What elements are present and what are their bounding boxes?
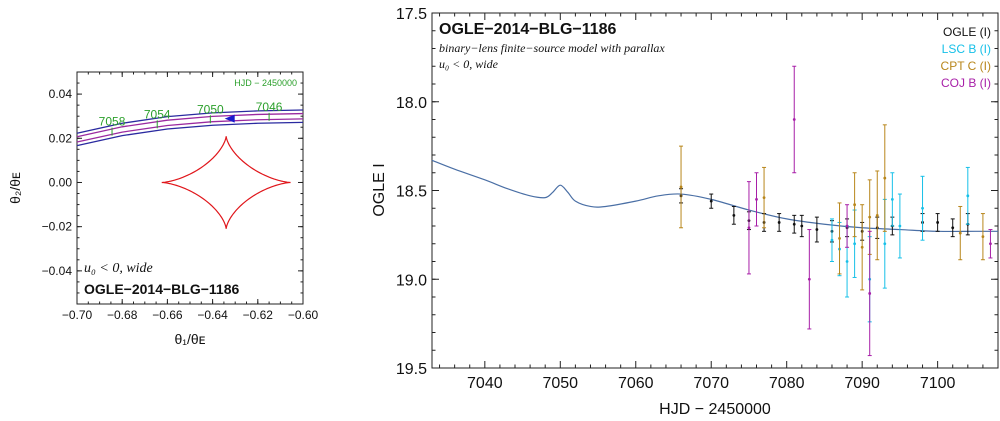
light-curve-y-tick-label: 18.0 [396, 95, 427, 112]
trajectory-x-tick-label: −0.64 [197, 308, 228, 322]
trajectory-panel: −0.70 −0.68 −0.66 −0.64 −0.62 −0.60 −0.04 −0.02… [7, 71, 319, 347]
data-point [732, 213, 736, 217]
data-point [868, 292, 872, 295]
light-curve-ylabel-main: OGLE I [371, 163, 388, 216]
data-point [815, 228, 819, 231]
data-point [845, 260, 849, 263]
date-label: 7054 [144, 107, 171, 121]
trajectory-axis-ticks: −0.70 −0.68 −0.66 −0.64 −0.62 −0.60 −0.04 −0.02… [42, 72, 319, 322]
data-point [936, 221, 940, 224]
data-point [777, 221, 781, 224]
light-curve-subtitle: binary−lens finite−source model with par… [439, 41, 665, 55]
date-label: 7058 [99, 115, 126, 129]
legend-entry: COJ B (I) [941, 76, 991, 90]
data-point [875, 213, 879, 217]
trajectory-line [76, 118, 304, 143]
date-label: 7046 [256, 100, 283, 114]
data-point [792, 118, 796, 121]
data-point [966, 194, 970, 198]
series-coj [746, 65, 993, 357]
caustic-curve [161, 136, 291, 229]
data-point [838, 237, 841, 240]
light-curve-x-tick-label: 7070 [693, 375, 729, 392]
trajectory-line [76, 112, 304, 138]
direction-arrow [224, 114, 235, 123]
data-point [981, 235, 985, 239]
model-curve [431, 159, 998, 233]
trajectory-xlabel: θ₁/θᴇ [174, 331, 205, 347]
light-curve-y-tick-label: 19.5 [396, 361, 427, 378]
light-curve-y-tick-label: 18.5 [396, 184, 427, 201]
data-point [951, 226, 955, 230]
light-curve-axis-ticks: 7040 7050 7060 7070 7080 7090 7100 17.5 18.0 18.5… [396, 6, 999, 392]
data-point [898, 224, 902, 228]
trajectory-x-tick-label: −0.62 [243, 308, 274, 322]
date-axis-label: HJD − 2450000 [234, 78, 297, 88]
data-point [868, 215, 872, 219]
trajectory-ylabel: θ₂/θᴇ [7, 172, 23, 204]
model-line [431, 159, 998, 233]
data-point [883, 242, 887, 246]
trajectory-y-tick-label: 0.04 [49, 87, 73, 101]
light-curve-ylabel: OGLE I [371, 163, 388, 216]
trajectory-title: OGLE−2014−BLG−1186 [84, 281, 239, 297]
photometry-points [679, 65, 993, 357]
data-point [921, 206, 924, 210]
light-curve-y-tick-label: 19.0 [396, 272, 427, 289]
light-curve-x-tick-label: 7050 [542, 375, 578, 392]
data-point [830, 238, 834, 242]
trajectory-date-markers: 7058 7054 7050 7046 [99, 100, 283, 136]
data-point [709, 199, 713, 203]
light-curve-x-tick-label: 7040 [467, 375, 503, 392]
data-point [989, 242, 992, 246]
source-trajectory [76, 109, 304, 147]
trajectory-y-tick-label: −0.04 [42, 264, 73, 278]
data-point [755, 197, 758, 201]
light-curve-x-tick-label: 7060 [618, 375, 654, 392]
trajectory-line [76, 121, 304, 147]
data-point [845, 224, 849, 228]
legend-entry: OGLE (I) [943, 25, 991, 39]
data-point [807, 277, 811, 281]
trajectory-line [76, 109, 304, 134]
trajectory-y-tick-label: 0.00 [49, 175, 73, 189]
light-curve-panel: 7040 7050 7060 7070 7080 7090 7100 17.5 18.0 18.5… [371, 6, 999, 418]
data-point [883, 176, 887, 180]
data-point [958, 231, 962, 235]
trajectory-x-tick-label: −0.66 [152, 308, 183, 322]
light-curve-x-tick-label: 7080 [769, 375, 805, 392]
data-point [792, 222, 796, 226]
light-curve-xlabel: HJD − 2450000 [659, 401, 771, 418]
legend-entry: LSC B (I) [942, 42, 991, 56]
data-point [853, 242, 857, 246]
trajectory-subtitle: u₀ < 0, wide [84, 261, 153, 276]
data-point [747, 226, 751, 230]
series-ogle [679, 188, 970, 243]
legend-entry: CPT C (I) [941, 59, 991, 73]
data-point [762, 196, 766, 200]
data-point [800, 224, 804, 228]
trajectory-x-tick-label: −0.68 [107, 308, 138, 322]
light-curve-x-tick-label: 7090 [844, 375, 880, 392]
light-curve-y-tick-label: 17.5 [396, 6, 427, 23]
legend: OGLE (I) LSC B (I) CPT C (I) COJ B (I) [941, 25, 991, 90]
light-curve-x-tick-label: 7100 [920, 375, 956, 392]
data-point [860, 245, 864, 249]
light-curve-plot-frame [431, 12, 999, 369]
light-curve-title: OGLE−2014−BLG−1186 [439, 21, 617, 38]
trajectory-y-tick-label: −0.02 [42, 220, 73, 234]
data-point [890, 197, 894, 201]
trajectory-x-tick-label: −0.70 [62, 308, 93, 322]
date-label: 7050 [197, 102, 224, 116]
series-cpt [679, 124, 985, 291]
series-lsc [829, 166, 970, 323]
data-point [679, 185, 683, 189]
light-curve-subtitle-2: u₀ < 0, wide [439, 57, 499, 71]
data-point [853, 203, 857, 207]
trajectory-y-tick-label: 0.02 [49, 131, 73, 145]
caustic-path [161, 136, 291, 229]
trajectory-x-tick-label: −0.60 [288, 308, 319, 322]
